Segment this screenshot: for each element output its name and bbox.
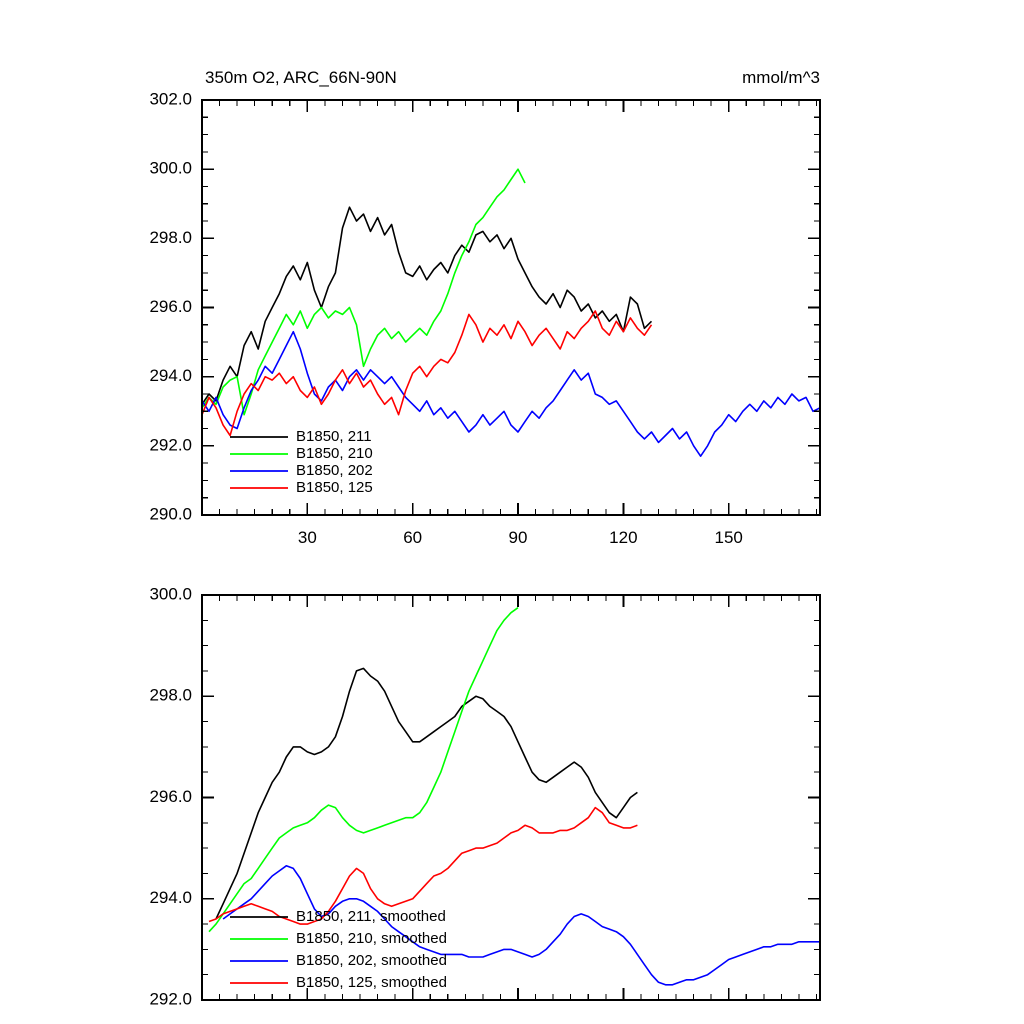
y-tick-label: 300.0 [149, 584, 192, 603]
x-tick-label: 150 [715, 528, 743, 547]
y-tick-label: 298.0 [149, 228, 192, 247]
series-line-b1850-210 [202, 168, 526, 416]
plot-1: 292.0 294.0 296.0 298.0 300.0 B1850, 211, smo… [149, 584, 821, 1008]
top-plot-title: 350m O2, ARC_66N-90N [205, 68, 397, 87]
series-line-b1850-125 [202, 310, 653, 437]
series-line-b1850-211 [202, 206, 653, 405]
y-tick-label: 298.0 [149, 686, 192, 705]
x-tick-label: 120 [609, 528, 637, 547]
x-tick-label: 90 [509, 528, 528, 547]
y-tick-label: 290.0 [149, 504, 192, 523]
series-line-b1850-202 [202, 330, 820, 458]
y-tick-label: 294.0 [149, 366, 192, 385]
plot-border [201, 594, 821, 1001]
legend-label: B1850, 125, smoothed [296, 974, 447, 991]
y-tick-label: 302.0 [149, 89, 192, 108]
y-tick-label: 294.0 [149, 888, 192, 907]
legend-label: B1850, 202 [296, 462, 373, 479]
legend-label: B1850, 210 [296, 445, 373, 462]
plot-border [201, 99, 821, 516]
series-line-b1850-211-smoothed [215, 667, 638, 920]
y-tick-label: 292.0 [149, 435, 192, 454]
x-tick-label: 30 [298, 528, 317, 547]
legend-label: B1850, 210, smoothed [296, 930, 447, 947]
top-plot-units-label: mmol/m^3 [742, 68, 820, 87]
legend-label: B1850, 202, smoothed [296, 952, 447, 969]
series-line-b1850-125-smoothed [208, 806, 638, 925]
series-line-b1850-210-smoothed [208, 607, 519, 933]
y-tick-label: 296.0 [149, 297, 192, 316]
y-tick-label: 296.0 [149, 787, 192, 806]
series-line-b1850-202-smoothed [222, 864, 820, 986]
legend-label: B1850, 211 [296, 428, 372, 445]
legend-label: B1850, 211, smoothed [296, 908, 446, 925]
plot-0: 290.0 292.0 294.0 296.0 298.0 300.0 302.0 30 60 9… [149, 89, 821, 547]
legend-label: B1850, 125 [296, 479, 373, 496]
y-tick-label: 300.0 [149, 159, 192, 178]
y-tick-label: 292.0 [149, 989, 192, 1008]
x-tick-label: 60 [403, 528, 422, 547]
